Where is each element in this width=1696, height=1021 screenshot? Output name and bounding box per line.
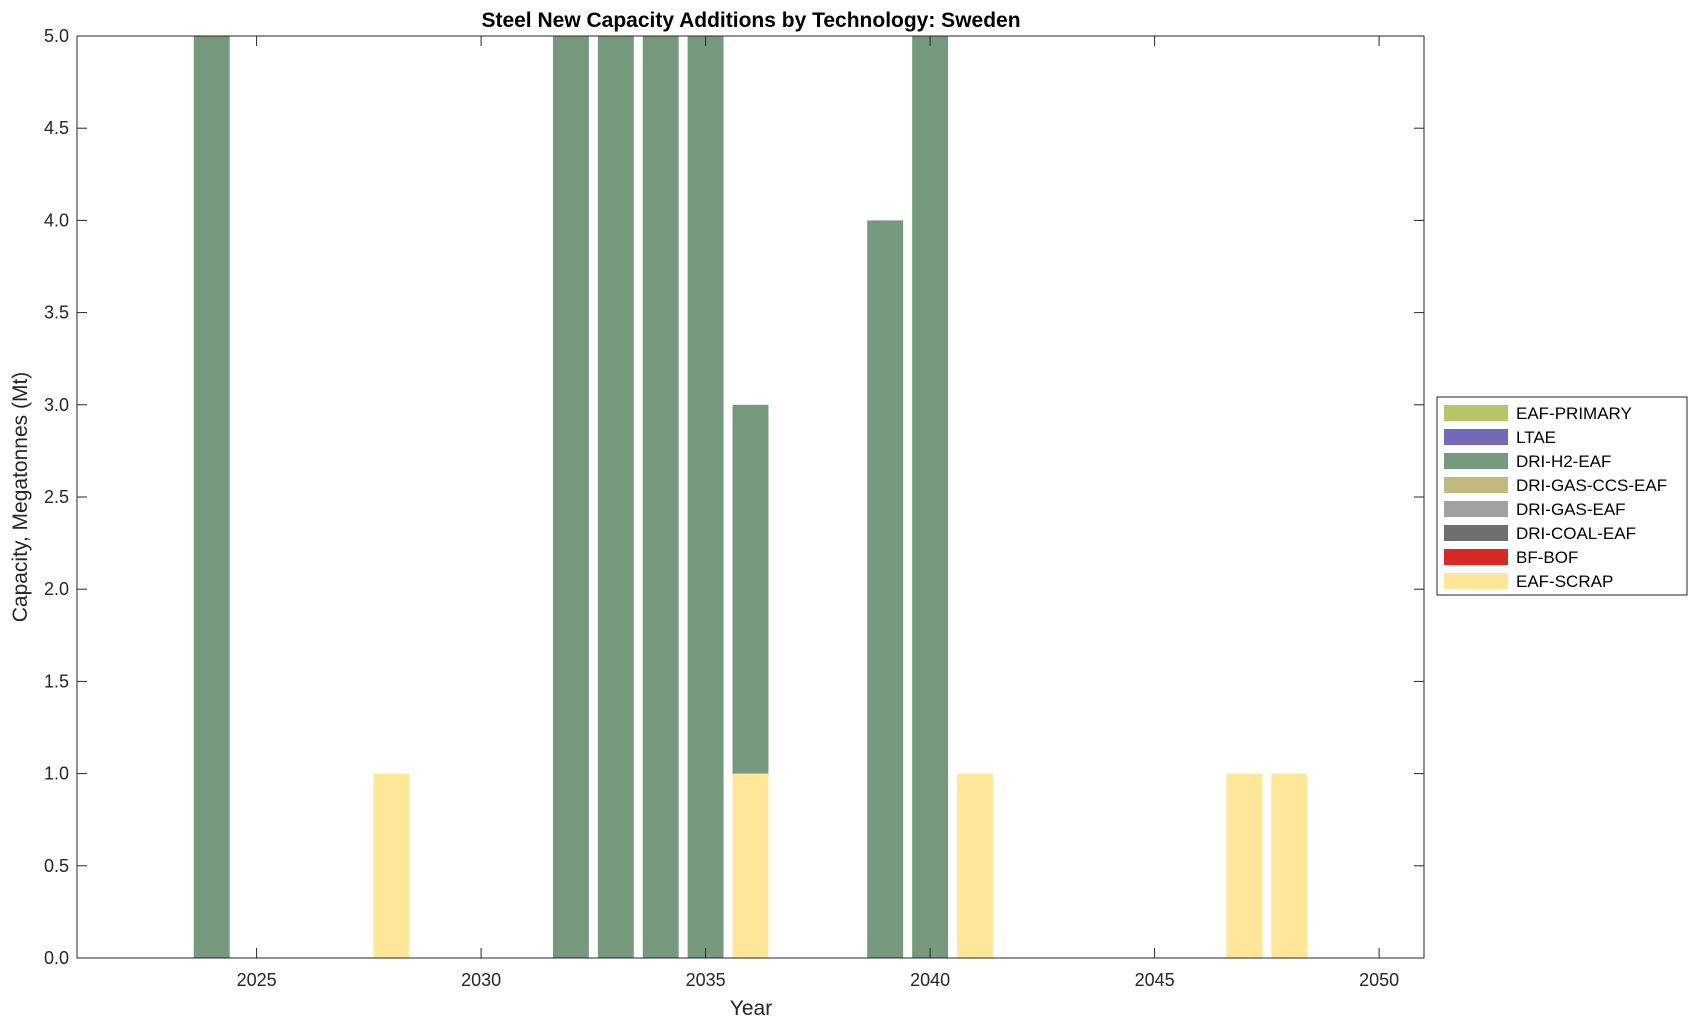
- legend-label-dri-coal-eaf: DRI-COAL-EAF: [1516, 524, 1636, 543]
- legend-swatch-dri-h2-eaf: [1444, 453, 1508, 469]
- bar-dri-h2-eaf-2034: [642, 36, 679, 958]
- y-tick-label: 4.5: [44, 118, 69, 138]
- y-tick-label: 3.5: [44, 303, 69, 323]
- bar-dri-h2-eaf-2036: [732, 404, 769, 774]
- legend-swatch-ltae: [1444, 429, 1508, 445]
- legend-swatch-dri-gas-eaf: [1444, 501, 1508, 517]
- bar-dri-h2-eaf-2040: [912, 36, 949, 958]
- y-tick-label: 1.0: [44, 764, 69, 784]
- legend-swatch-eaf-primary: [1444, 405, 1508, 421]
- bar-dri-h2-eaf-2039: [867, 220, 904, 958]
- bar-eaf-scrap-2048: [1271, 773, 1308, 958]
- y-axis-title: Capacity, Megatonnes (Mt): [9, 372, 32, 623]
- x-tick-label: 2040: [910, 970, 950, 990]
- legend-swatch-eaf-scrap: [1444, 573, 1508, 589]
- y-tick-label: 5.0: [44, 26, 69, 46]
- legend: EAF-PRIMARY LTAE DRI-H2-EAF DRI-GAS-CCS-EAF…: [1436, 396, 1688, 596]
- y-tick-label: 3.0: [44, 395, 69, 415]
- bar-eaf-scrap-2028: [373, 773, 410, 958]
- legend-swatch-dri-coal-eaf: [1444, 525, 1508, 541]
- legend-label-dri-gas-ccs-eaf: DRI-GAS-CCS-EAF: [1516, 476, 1667, 495]
- legend-label-dri-h2-eaf: DRI-H2-EAF: [1516, 452, 1611, 471]
- y-tick-label: 0.0: [44, 948, 69, 968]
- legend-swatch-bf-bof: [1444, 549, 1508, 565]
- legend-label-bf-bof: BF-BOF: [1516, 548, 1578, 567]
- x-tick-label: 2030: [461, 970, 501, 990]
- legend-swatch-dri-gas-ccs-eaf: [1444, 477, 1508, 493]
- legend-label-ltae: LTAE: [1516, 428, 1556, 447]
- x-axis-title: Year: [730, 997, 772, 1020]
- y-tick-label: 1.5: [44, 671, 69, 691]
- y-tick-label: 0.5: [44, 856, 69, 876]
- bars-layer: [193, 36, 1308, 958]
- bar-dri-h2-eaf-2033: [597, 36, 634, 958]
- x-tick-label: 2025: [237, 970, 277, 990]
- legend-label-eaf-scrap: EAF-SCRAP: [1516, 572, 1613, 591]
- bar-dri-h2-eaf-2024: [193, 36, 230, 958]
- y-axis: 0.0 0.5 1.0 1.5 2.0 2.5 3.0 3.5 4.0 4.5 5.0: [44, 26, 1424, 968]
- y-tick-label: 2.5: [44, 487, 69, 507]
- bar-eaf-scrap-2041: [957, 773, 993, 958]
- chart-title: Steel New Capacity Additions by Technolo…: [481, 9, 1020, 32]
- legend-label-eaf-primary: EAF-PRIMARY: [1516, 404, 1632, 423]
- y-tick-label: 2.0: [44, 579, 69, 599]
- x-axis: 2025 2030 2035 2040 2045 2050: [237, 36, 1399, 990]
- x-tick-label: 2045: [1135, 970, 1175, 990]
- y-tick-label: 4.0: [44, 210, 69, 230]
- x-tick-label: 2050: [1359, 970, 1399, 990]
- bar-eaf-scrap-2036: [732, 773, 769, 958]
- x-tick-label: 2035: [686, 970, 726, 990]
- legend-label-dri-gas-eaf: DRI-GAS-EAF: [1516, 500, 1626, 519]
- bar-dri-h2-eaf-2035: [687, 36, 724, 958]
- bar-eaf-scrap-2047: [1226, 773, 1263, 958]
- bar-dri-h2-eaf-2032: [552, 36, 589, 958]
